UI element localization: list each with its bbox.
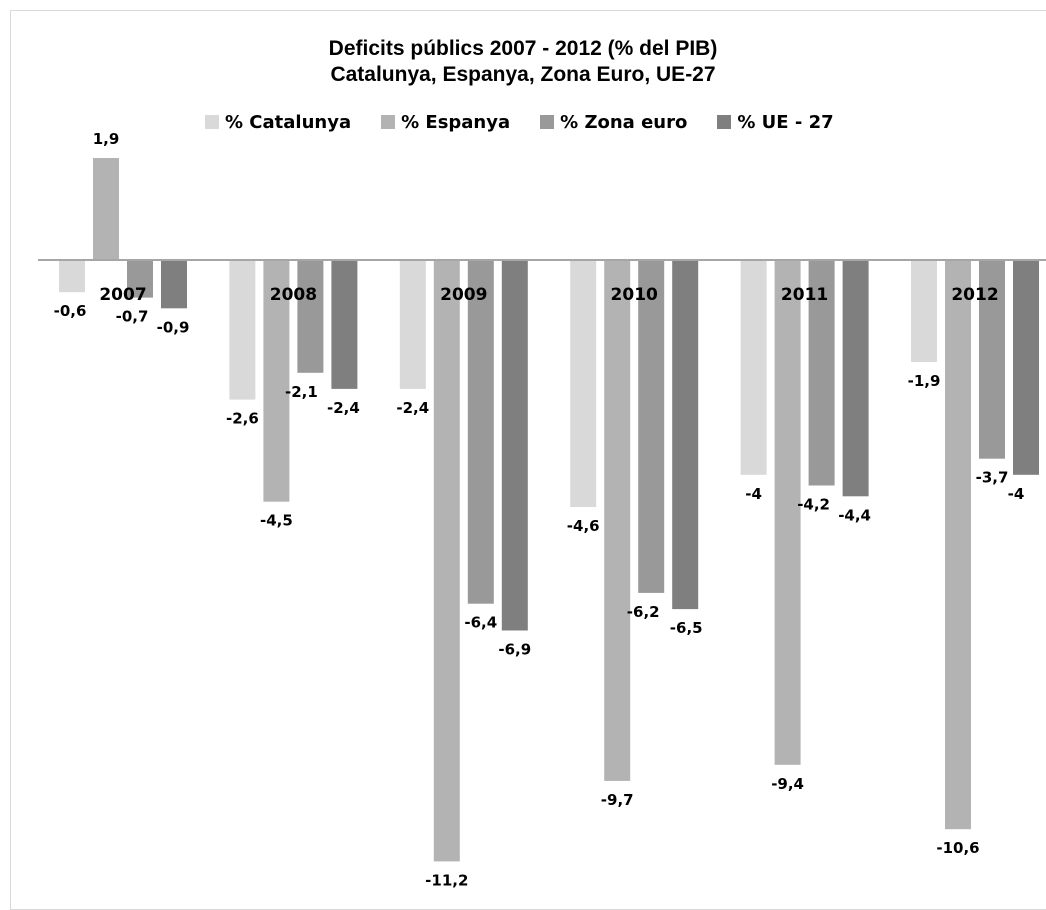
- bar--ue-27-2010: [672, 260, 699, 610]
- bar--zona-euro-2007: [127, 260, 153, 298]
- data-label--espanya-2007: 1,9: [93, 130, 120, 148]
- legend-swatch-catalunya: [205, 115, 219, 129]
- legend-item-zona-euro: % Zona euro: [540, 112, 687, 133]
- bar--espanya-2008: [263, 260, 290, 502]
- bar--catalunya-2010: [570, 260, 597, 507]
- data-label--zona-euro-2009: -6,4: [464, 614, 497, 632]
- bar--ue-27-2008: [331, 260, 358, 389]
- bar--catalunya-2009: [399, 260, 426, 389]
- legend-item-espanya: % Espanya: [381, 112, 510, 133]
- bar--catalunya-2008: [229, 260, 256, 400]
- legend-item-ue-27: % UE - 27: [717, 111, 834, 133]
- data-label--ue-27-2011: -4,4: [838, 506, 871, 524]
- legend-label-ue-27: % UE - 27: [737, 111, 834, 133]
- data-label--zona-euro-2010: -6,2: [627, 603, 660, 621]
- data-label--catalunya-2007: -0,6: [54, 302, 87, 320]
- bar--espanya-2009: [433, 260, 460, 862]
- chart-title: Deficits públics 2007 - 2012 (% del PIB): [328, 37, 718, 60]
- data-label--espanya-2011: -9,4: [771, 775, 804, 793]
- chart-legend: % Catalunya % Espanya % Zona euro % UE -…: [205, 110, 864, 134]
- category-label-2008: 2008: [270, 285, 317, 305]
- data-label--zona-euro-2012: -3,7: [976, 469, 1009, 487]
- bar--zona-euro-2010: [638, 260, 665, 593]
- legend-swatch-zona-euro: [540, 115, 555, 129]
- category-label-2007: 2007: [99, 285, 146, 305]
- bar--ue-27-2012: [1013, 260, 1039, 475]
- legend-label-catalunya: % Catalunya: [225, 111, 352, 133]
- bar--catalunya-2007: [59, 260, 85, 293]
- legend-item-catalunya: % Catalunya: [205, 112, 351, 133]
- legend-swatch-espanya: [381, 115, 396, 129]
- bar--espanya-2012: [945, 260, 971, 830]
- bar--catalunya-2012: [911, 260, 937, 362]
- bar--zona-euro-2012: [979, 260, 1005, 459]
- data-label--ue-27-2007: -0,9: [157, 318, 190, 336]
- data-label--catalunya-2009: -2,4: [396, 399, 429, 417]
- bar--ue-27-2007: [161, 260, 187, 309]
- category-label-2009: 2009: [440, 285, 487, 305]
- bar--zona-euro-2009: [467, 260, 494, 604]
- category-label-2011: 2011: [781, 285, 828, 305]
- bar--ue-27-2009: [501, 260, 528, 631]
- data-label--zona-euro-2008: -2,1: [285, 383, 318, 401]
- data-label--ue-27-2012: -4: [1008, 485, 1025, 503]
- legend-label-zona-euro: % Zona euro: [560, 111, 688, 133]
- bar--espanya-2011: [774, 260, 801, 765]
- chart-subtitle: Catalunya, Espanya, Zona Euro, UE-27: [330, 63, 716, 86]
- bar--espanya-2010: [604, 260, 631, 781]
- legend-swatch-ue-27: [717, 115, 732, 129]
- data-label--espanya-2012: -10,6: [936, 839, 979, 857]
- data-label--ue-27-2010: -6,5: [670, 619, 703, 637]
- data-label--catalunya-2011: -4: [745, 485, 762, 503]
- category-label-2012: 2012: [951, 285, 998, 305]
- data-label--catalunya-2008: -2,6: [226, 410, 259, 428]
- data-label--ue-27-2008: -2,4: [327, 399, 360, 417]
- data-label--ue-27-2009: -6,9: [498, 641, 531, 659]
- data-label--catalunya-2010: -4,6: [567, 517, 600, 535]
- data-label--espanya-2008: -4,5: [260, 512, 293, 530]
- bar--espanya-2007: [93, 158, 119, 260]
- category-label-2010: 2010: [611, 285, 658, 305]
- bar--ue-27-2011: [842, 260, 869, 497]
- data-label--espanya-2010: -9,7: [601, 791, 634, 809]
- bar--catalunya-2011: [740, 260, 767, 475]
- bar--zona-euro-2011: [808, 260, 835, 486]
- data-label--catalunya-2012: -1,9: [908, 372, 941, 390]
- legend-label-espanya: % Espanya: [401, 111, 511, 133]
- data-label--zona-euro-2007: -0,7: [116, 308, 149, 326]
- chart-frame: [10, 10, 1046, 910]
- data-label--espanya-2009: -11,2: [425, 871, 468, 889]
- data-label--zona-euro-2011: -4,2: [797, 496, 830, 514]
- bar--zona-euro-2008: [297, 260, 324, 373]
